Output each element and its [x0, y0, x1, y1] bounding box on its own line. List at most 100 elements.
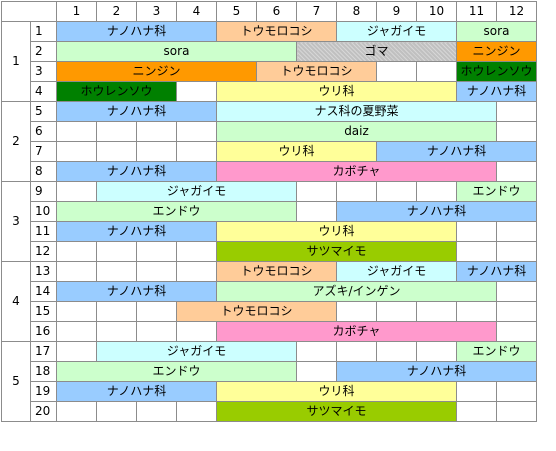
empty-cell[interactable]	[496, 161, 537, 182]
crop-cell[interactable]: ホウレンソウ	[56, 81, 177, 102]
empty-cell[interactable]	[136, 241, 177, 262]
empty-cell[interactable]	[96, 401, 137, 422]
empty-cell[interactable]	[176, 81, 217, 102]
empty-cell[interactable]	[416, 61, 457, 82]
row-number[interactable]: 5	[30, 101, 57, 122]
empty-cell[interactable]	[496, 381, 537, 402]
empty-cell[interactable]	[376, 181, 417, 202]
crop-cell[interactable]: ジャガイモ	[336, 21, 457, 42]
crop-cell[interactable]: ウリ科	[216, 81, 457, 102]
column-header[interactable]: 2	[96, 1, 137, 22]
column-header[interactable]: 1	[56, 1, 97, 22]
empty-cell[interactable]	[336, 301, 377, 322]
empty-cell[interactable]	[496, 281, 537, 302]
empty-cell[interactable]	[456, 401, 497, 422]
empty-cell[interactable]	[296, 201, 337, 222]
empty-cell[interactable]	[56, 321, 97, 342]
empty-cell[interactable]	[336, 341, 377, 362]
crop-cell[interactable]: ジャガイモ	[336, 261, 457, 282]
crop-cell[interactable]: ホウレンソウ	[456, 61, 537, 82]
empty-cell[interactable]	[136, 261, 177, 282]
empty-cell[interactable]	[456, 241, 497, 262]
empty-cell[interactable]	[56, 181, 97, 202]
column-header[interactable]: 8	[336, 1, 377, 22]
empty-cell[interactable]	[56, 141, 97, 162]
crop-cell[interactable]: daiz	[216, 121, 497, 142]
column-header[interactable]: 7	[296, 1, 337, 22]
crop-cell[interactable]: ナノハナ科	[56, 101, 217, 122]
empty-cell[interactable]	[136, 401, 177, 422]
row-number[interactable]: 19	[30, 381, 57, 402]
crop-cell[interactable]: トウモロコシ	[216, 261, 337, 282]
empty-cell[interactable]	[96, 321, 137, 342]
empty-cell[interactable]	[96, 261, 137, 282]
crop-cell[interactable]: sora	[56, 41, 297, 62]
empty-cell[interactable]	[176, 141, 217, 162]
row-number[interactable]: 13	[30, 261, 57, 282]
empty-cell[interactable]	[176, 401, 217, 422]
column-header[interactable]: 11	[456, 1, 497, 22]
crop-cell[interactable]: sora	[456, 21, 537, 42]
column-header[interactable]: 12	[496, 1, 537, 22]
crop-cell[interactable]: ウリ科	[216, 381, 457, 402]
crop-cell[interactable]: サツマイモ	[216, 241, 457, 262]
empty-cell[interactable]	[136, 321, 177, 342]
row-number[interactable]: 18	[30, 361, 57, 382]
crop-cell[interactable]: ナノハナ科	[376, 141, 537, 162]
row-number[interactable]: 15	[30, 301, 57, 322]
row-number[interactable]: 12	[30, 241, 57, 262]
row-number[interactable]: 7	[30, 141, 57, 162]
row-number[interactable]: 9	[30, 181, 57, 202]
empty-cell[interactable]	[416, 181, 457, 202]
crop-cell[interactable]: ナノハナ科	[456, 81, 537, 102]
crop-cell[interactable]: ニンジン	[56, 61, 257, 82]
empty-cell[interactable]	[96, 141, 137, 162]
empty-cell[interactable]	[56, 261, 97, 282]
crop-cell[interactable]: エンドウ	[456, 341, 537, 362]
group-label[interactable]: 5	[1, 341, 31, 422]
row-number[interactable]: 4	[30, 81, 57, 102]
crop-cell[interactable]: ジャガイモ	[96, 181, 297, 202]
empty-cell[interactable]	[56, 341, 97, 362]
empty-cell[interactable]	[416, 301, 457, 322]
column-header[interactable]: 6	[256, 1, 297, 22]
crop-cell[interactable]: ナノハナ科	[56, 381, 217, 402]
empty-cell[interactable]	[296, 181, 337, 202]
crop-cell[interactable]: ナノハナ科	[336, 361, 537, 382]
empty-cell[interactable]	[496, 321, 537, 342]
crop-cell[interactable]: カボチャ	[216, 321, 497, 342]
empty-cell[interactable]	[496, 241, 537, 262]
row-number[interactable]: 14	[30, 281, 57, 302]
empty-cell[interactable]	[56, 241, 97, 262]
crop-cell[interactable]: ナノハナ科	[56, 221, 217, 242]
empty-cell[interactable]	[496, 121, 537, 142]
column-header[interactable]: 10	[416, 1, 457, 22]
column-header[interactable]: 4	[176, 1, 217, 22]
row-number[interactable]: 1	[30, 21, 57, 42]
group-label[interactable]: 4	[1, 261, 31, 342]
empty-cell[interactable]	[56, 301, 97, 322]
empty-cell[interactable]	[496, 221, 537, 242]
row-number[interactable]: 8	[30, 161, 57, 182]
crop-cell[interactable]: ナノハナ科	[56, 21, 217, 42]
crop-cell[interactable]: カボチャ	[216, 161, 497, 182]
crop-cell[interactable]: ナノハナ科	[56, 161, 217, 182]
group-label[interactable]: 1	[1, 21, 31, 102]
empty-cell[interactable]	[56, 121, 97, 142]
empty-cell[interactable]	[496, 101, 537, 122]
crop-cell[interactable]: ニンジン	[456, 41, 537, 62]
crop-cell[interactable]: ゴマ	[296, 41, 457, 62]
row-number[interactable]: 6	[30, 121, 57, 142]
crop-cell[interactable]: エンドウ	[56, 361, 297, 382]
column-header[interactable]: 3	[136, 1, 177, 22]
crop-cell[interactable]: ウリ科	[216, 141, 377, 162]
empty-cell[interactable]	[376, 341, 417, 362]
row-number[interactable]: 16	[30, 321, 57, 342]
crop-cell[interactable]: ナス科の夏野菜	[216, 101, 497, 122]
empty-cell[interactable]	[496, 301, 537, 322]
empty-cell[interactable]	[176, 261, 217, 282]
empty-cell[interactable]	[416, 341, 457, 362]
crop-cell[interactable]: ジャガイモ	[96, 341, 297, 362]
empty-cell[interactable]	[176, 121, 217, 142]
empty-cell[interactable]	[136, 301, 177, 322]
